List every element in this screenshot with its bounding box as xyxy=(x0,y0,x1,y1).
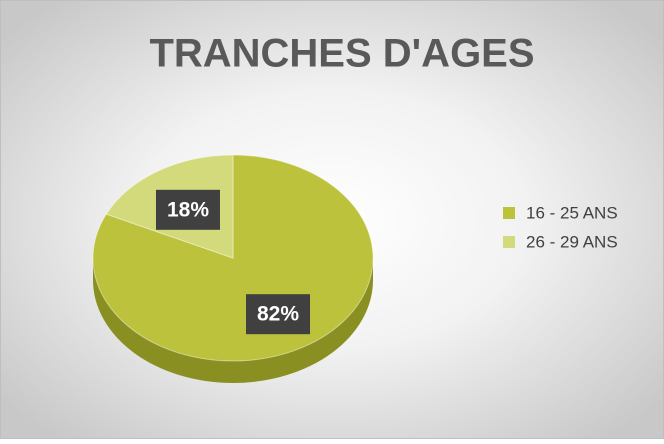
chart-title: TRANCHES D'AGES xyxy=(149,32,534,76)
data-label: 18% xyxy=(167,198,209,221)
legend-label: 16 - 25 ANS xyxy=(526,203,618,222)
legend-label: 26 - 29 ANS xyxy=(526,232,618,251)
pie: 82% 18% xyxy=(92,154,374,383)
legend: 16 - 25 ANS 26 - 29 ANS xyxy=(503,203,618,251)
data-label: 82% xyxy=(257,303,299,326)
data-label-box xyxy=(155,189,220,230)
data-label-box xyxy=(246,294,311,335)
legend-swatch xyxy=(503,236,515,248)
pie-slice-side xyxy=(93,258,373,383)
legend-swatch xyxy=(503,207,515,219)
